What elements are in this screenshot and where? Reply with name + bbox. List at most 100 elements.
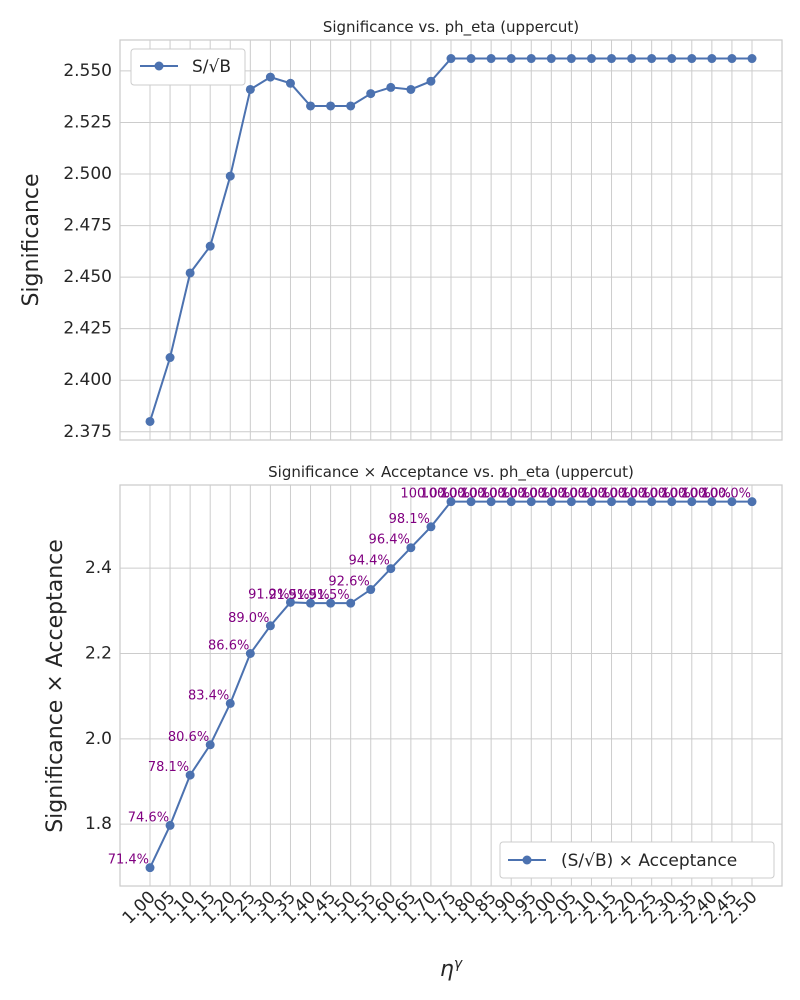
data-point (607, 497, 617, 507)
acceptance-label: 100.0% (521, 487, 571, 502)
acceptance-label: 100.0% (461, 487, 511, 502)
plot-frame (119, 39, 783, 441)
data-point (707, 497, 717, 507)
data-point (446, 54, 456, 64)
significance-acceptance-panel: 1.8 2.0 2.2 2.4 71.4% 74.6% 78.1% 80.6% 83.4% 86… (43, 463, 783, 982)
legend-entry: S/√B (192, 57, 231, 77)
acceptance-label: 98.1% (389, 512, 430, 527)
data-point (386, 564, 396, 574)
data-point (647, 497, 657, 507)
data-point (566, 497, 576, 507)
acceptance-label: 91.2% (248, 587, 289, 602)
data-point (607, 54, 617, 64)
data-point (466, 497, 476, 507)
data-point (185, 770, 195, 780)
data-point (386, 82, 396, 92)
data-point (306, 101, 316, 111)
data-point (667, 497, 677, 507)
y-tick-label: 2.4 (85, 558, 112, 578)
y-tick-label: 2.400 (63, 370, 112, 390)
y-tick-label: 2.375 (63, 422, 112, 442)
data-point (346, 101, 356, 111)
data-point (205, 241, 215, 251)
acceptance-label: 100.0% (641, 487, 691, 502)
data-point (466, 54, 476, 64)
acceptance-label: 71.4% (108, 853, 149, 868)
y-tick-label: 2.475 (63, 216, 112, 236)
data-point (747, 54, 757, 64)
data-point (727, 54, 737, 64)
y-tick-label: 2.2 (85, 644, 112, 664)
data-point (506, 497, 516, 507)
data-point (707, 54, 717, 64)
significance-panel: 2.375 2.400 2.425 2.450 2.475 2.500 2.525 2.550… (19, 18, 783, 442)
data-point (566, 54, 576, 64)
acceptance-label: 100.0% (501, 487, 551, 502)
data-point (285, 78, 295, 88)
acceptance-label: 78.1% (148, 760, 189, 775)
y-tick-label: 2.500 (63, 164, 112, 184)
data-point (406, 84, 416, 94)
grid-lines (120, 485, 782, 886)
data-point (627, 54, 637, 64)
legend: (S/√B) × Acceptance (499, 841, 775, 879)
data-point (526, 497, 536, 507)
data-point (185, 268, 195, 278)
acceptance-label: 100.0% (621, 487, 671, 502)
y-tick-label: 2.450 (63, 267, 112, 287)
acceptance-label: 94.4% (348, 554, 389, 569)
acceptance-label: 100.0% (601, 487, 651, 502)
data-point (165, 353, 175, 363)
acceptance-label: 96.4% (369, 533, 410, 548)
data-point (486, 497, 496, 507)
legend-frame (130, 48, 246, 86)
acceptance-label: 100.0% (581, 487, 631, 502)
chart-title: Significance vs. ph_eta (uppercut) (323, 18, 579, 37)
legend-marker (154, 61, 164, 71)
legend: S/√B (130, 48, 246, 86)
series-significance (145, 54, 757, 426)
y-tick-label: 2.550 (63, 61, 112, 81)
acceptance-label: 92.6% (328, 575, 369, 590)
data-point (225, 698, 235, 708)
acceptance-annotations: 71.4% 74.6% 78.1% 80.6% 83.4% 86.6% 89.0% 91.2%… (108, 487, 751, 868)
acceptance-label: 91.5% (268, 588, 309, 603)
data-point (546, 54, 556, 64)
acceptance-label: 89.0% (228, 611, 269, 626)
x-axis-label: ηγ (440, 956, 463, 982)
acceptance-label: 100.0% (441, 487, 491, 502)
data-point (426, 522, 436, 532)
data-point (366, 89, 376, 99)
acceptance-label: 100.0% (681, 487, 731, 502)
data-point (586, 54, 596, 64)
data-point (225, 171, 235, 181)
y-axis-label: Significance (19, 173, 44, 306)
legend-frame (499, 841, 775, 879)
data-point (285, 597, 295, 607)
data-point (346, 598, 356, 608)
data-point (326, 598, 336, 608)
y-tick-label: 2.525 (63, 112, 112, 132)
data-point (446, 497, 456, 507)
data-point (265, 72, 275, 82)
data-point (486, 54, 496, 64)
y-axis-label: Significance × Acceptance (43, 539, 68, 833)
data-point (747, 497, 757, 507)
data-point (647, 54, 657, 64)
y-tick-label: 2.425 (63, 319, 112, 339)
data-point (265, 621, 275, 631)
data-point (326, 101, 336, 111)
x-tick-labels: 1.001.051.101.151.201.251.301.351.401.45… (119, 887, 762, 928)
plot-frame (119, 484, 783, 887)
y-tick-labels: 1.8 2.0 2.2 2.4 (85, 558, 112, 834)
data-point (245, 649, 255, 659)
acceptance-label: 100.0% (541, 487, 591, 502)
acceptance-label: 83.4% (188, 688, 229, 703)
data-point (406, 543, 416, 553)
y-tick-labels: 2.375 2.400 2.425 2.450 2.475 2.500 2.525 2.550 (63, 61, 112, 442)
acceptance-label: 100.0% (481, 487, 531, 502)
data-point (245, 84, 255, 94)
data-point (526, 54, 536, 64)
acceptance-label: 91.5% (288, 588, 329, 603)
